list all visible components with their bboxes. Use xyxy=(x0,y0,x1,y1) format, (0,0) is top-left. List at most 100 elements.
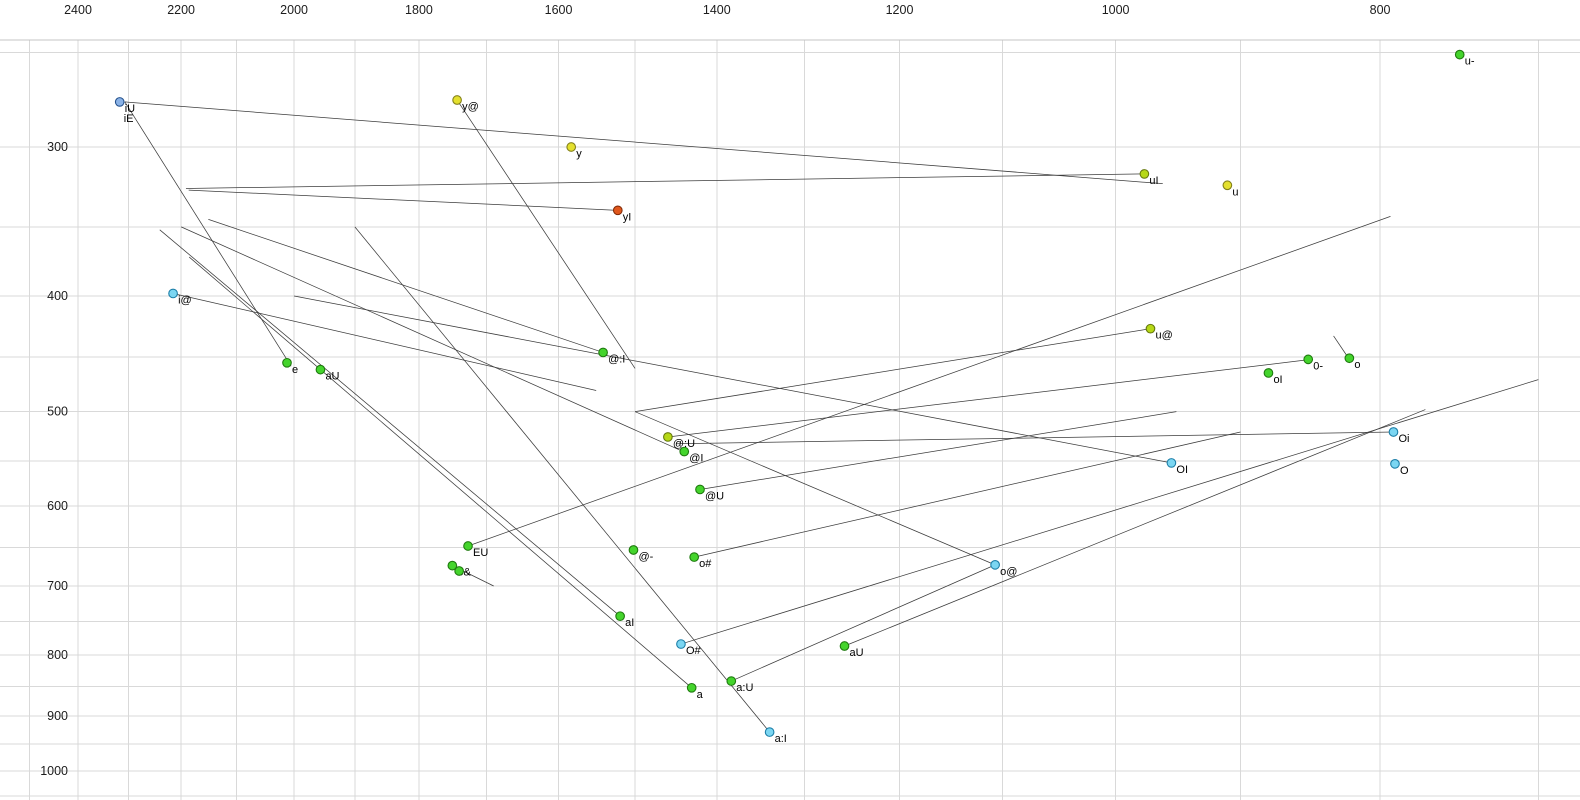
trajectory-line xyxy=(694,431,1241,558)
data-point[interactable] xyxy=(1145,323,1156,334)
trajectory-line xyxy=(354,226,770,733)
point-label: OI xyxy=(1176,464,1188,476)
data-point[interactable] xyxy=(1390,459,1400,469)
data-point[interactable] xyxy=(628,545,639,555)
trajectory-line xyxy=(208,219,604,353)
point-label: o# xyxy=(699,558,712,570)
point-label-secondary: iE xyxy=(124,113,134,125)
data-point[interactable] xyxy=(1303,354,1314,365)
point-label: O xyxy=(1400,465,1409,477)
point-label: @- xyxy=(638,551,653,563)
y-axis-tick-label: 400 xyxy=(47,289,68,303)
point-label: oI xyxy=(1273,374,1282,386)
point-label: @U xyxy=(705,490,724,502)
trajectory-line xyxy=(456,99,636,369)
point-label: a xyxy=(697,689,704,701)
point-label: aU xyxy=(325,371,339,383)
data-point[interactable] xyxy=(676,639,686,649)
point-label: u@ xyxy=(1155,330,1172,342)
point-label: a:I xyxy=(775,733,787,745)
point-label: aI xyxy=(625,617,634,629)
data-point[interactable] xyxy=(1454,49,1465,60)
trajectory-line xyxy=(172,293,597,391)
point-label: EU xyxy=(473,547,488,559)
data-point[interactable] xyxy=(726,676,737,686)
data-point[interactable] xyxy=(315,364,326,375)
y-axis-tick-label: 600 xyxy=(47,499,68,513)
point-label: a:U xyxy=(736,682,753,694)
data-point[interactable] xyxy=(689,552,700,562)
x-axis-tick-label: 800 xyxy=(1370,3,1391,17)
data-point[interactable] xyxy=(839,641,850,651)
point-label: @:U xyxy=(673,438,695,450)
data-point[interactable] xyxy=(168,288,178,299)
y-axis-tick-label: 900 xyxy=(47,709,68,723)
trajectory-line xyxy=(699,411,1177,490)
trajectory-line xyxy=(185,173,1145,189)
trajectory-line xyxy=(124,101,292,367)
data-point[interactable] xyxy=(663,432,673,442)
point-label: uI xyxy=(1149,175,1158,187)
trajectory-line xyxy=(188,189,618,211)
point-label: iU xyxy=(125,103,135,115)
data-point[interactable] xyxy=(566,142,577,152)
trajectory-line xyxy=(159,229,621,617)
data-point[interactable] xyxy=(1388,427,1399,437)
data-point[interactable] xyxy=(612,205,623,216)
data-point[interactable] xyxy=(1222,180,1233,191)
x-axis-tick-label: 2000 xyxy=(280,3,308,17)
y-axis-tick-label: 300 xyxy=(47,140,68,154)
data-point[interactable] xyxy=(463,541,473,551)
data-point[interactable] xyxy=(598,347,608,358)
point-label: @I xyxy=(689,453,703,465)
point-label: o xyxy=(1354,359,1360,371)
data-point[interactable] xyxy=(1344,353,1355,364)
point-label: yI xyxy=(623,211,632,223)
data-point[interactable] xyxy=(686,682,697,693)
x-axis-tick-label: 1600 xyxy=(545,3,573,17)
x-axis-tick-label: 2200 xyxy=(167,3,195,17)
point-label: @:I xyxy=(608,353,625,365)
data-point[interactable] xyxy=(764,727,775,737)
point-label: y xyxy=(576,148,582,160)
data-point[interactable] xyxy=(990,559,1000,570)
data-point[interactable] xyxy=(452,95,462,105)
x-axis-tick-label: 1800 xyxy=(405,3,433,17)
data-point[interactable] xyxy=(679,446,690,457)
x-axis-tick-label: 1400 xyxy=(703,3,731,17)
x-axis-tick-label: 2400 xyxy=(64,3,92,17)
point-label: u- xyxy=(1465,56,1475,68)
trajectory-line xyxy=(634,328,1151,413)
point-label: O# xyxy=(686,645,702,657)
trajectory-line xyxy=(634,411,996,566)
y-axis-tick-label: 800 xyxy=(47,648,68,662)
data-point[interactable] xyxy=(695,484,705,495)
point-label: i@ xyxy=(178,294,192,306)
data-point[interactable] xyxy=(1166,458,1177,468)
data-point[interactable] xyxy=(282,357,292,368)
point-label: 0- xyxy=(1313,360,1323,372)
data-point[interactable] xyxy=(454,566,464,576)
trajectory-line xyxy=(124,101,1163,185)
x-axis-tick-label: 1200 xyxy=(886,3,914,17)
point-label: u xyxy=(1232,186,1238,198)
point-label: aU xyxy=(850,647,864,659)
data-point[interactable] xyxy=(1139,169,1150,179)
point-label: e xyxy=(292,364,298,376)
data-point[interactable] xyxy=(1263,368,1274,378)
trajectory-line xyxy=(844,409,1426,647)
y-axis-tick-label: 1000 xyxy=(40,764,68,778)
data-point[interactable] xyxy=(447,560,458,571)
trajectory-line xyxy=(667,359,1312,438)
trajectory-line xyxy=(676,431,1394,445)
y-axis-tick-label: 700 xyxy=(47,579,68,593)
data-point[interactable] xyxy=(615,611,625,622)
data-point[interactable] xyxy=(114,97,125,107)
y-axis-tick-label: 500 xyxy=(47,405,68,419)
trajectory-line xyxy=(731,564,996,682)
point-label: Oi xyxy=(1398,433,1409,445)
trajectory-line xyxy=(188,256,692,689)
point-label: y@ xyxy=(462,101,479,113)
trajectory-line xyxy=(294,295,1172,464)
